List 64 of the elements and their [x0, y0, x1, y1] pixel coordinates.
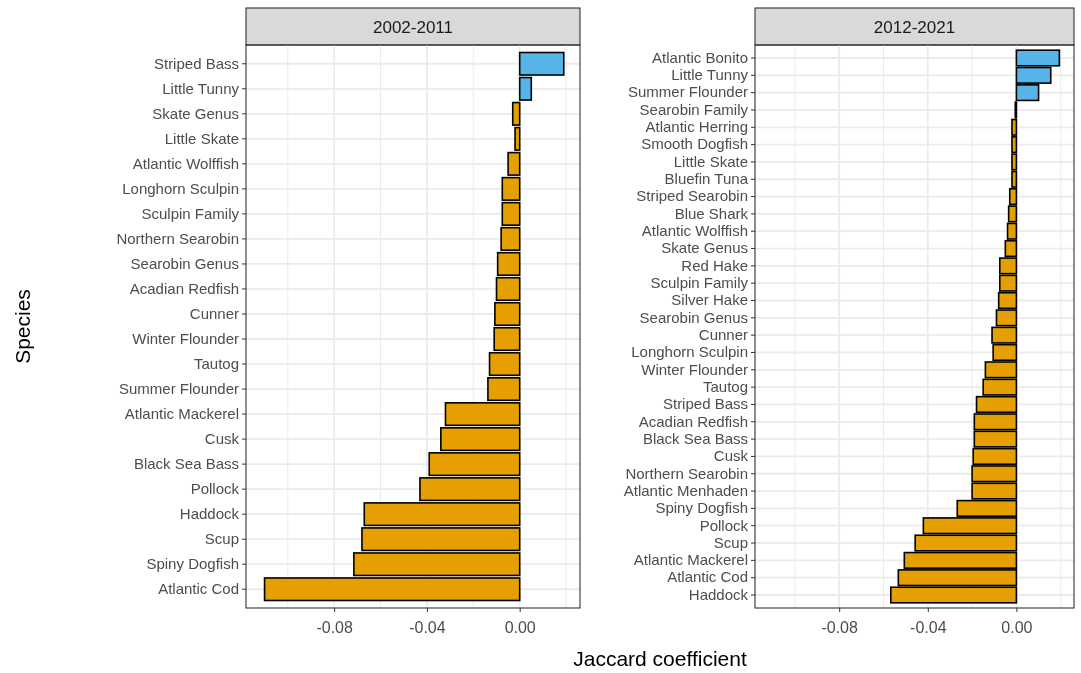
y-tick-label: Striped Bass — [153, 54, 239, 72]
y-tick-label: Atlantic Wolffish — [132, 154, 239, 172]
y-tick-label: Summer Flounder — [627, 83, 748, 101]
y-tick-label: Acadian Redfish — [638, 412, 748, 430]
y-tick-label: Skate Genus — [152, 104, 239, 122]
y-tick-label: Little Tunny — [162, 79, 240, 97]
chart-title: 2002-2011 — [372, 17, 454, 37]
y-tick-label: Little Tunny — [671, 66, 749, 84]
y-tick-label: Blue Shark — [674, 204, 749, 222]
y-tick-label: Silver Hake — [671, 291, 748, 309]
y-tick-label: Atlantic Menhaden — [623, 481, 748, 499]
x-axis-title: Jaccard coefficient — [573, 647, 747, 670]
y-tick-label: Longhorn Sculpin — [122, 179, 239, 197]
y-tick-label: Searobin Genus — [130, 254, 239, 272]
y-tick-label: Atlantic Wolffish — [641, 222, 748, 240]
y-tick-label: Winter Flounder — [641, 360, 748, 378]
y-tick-label: Striped Bass — [662, 395, 748, 413]
y-tick-label: Atlantic Cod — [667, 568, 748, 586]
x-tick-label: 0.00 — [1001, 618, 1033, 636]
y-tick-label: Spiny Dogfish — [146, 555, 239, 573]
y-tick-label: Atlantic Mackerel — [633, 551, 748, 569]
y-tick-label: Longhorn Sculpin — [631, 343, 748, 361]
chart-title: 2012-2021 — [873, 17, 956, 37]
y-tick-label: Atlantic Mackerel — [124, 404, 239, 422]
y-tick-label: Acadian Redfish — [129, 279, 239, 297]
y-tick-label: Little Skate — [164, 129, 239, 147]
y-tick-label: Haddock — [179, 504, 240, 522]
y-tick-label: Northern Searobin — [625, 464, 748, 482]
y-tick-label: Pollock — [190, 479, 240, 497]
y-axis-title: Species — [11, 289, 34, 364]
y-tick-label: Searobin Genus — [639, 308, 748, 326]
y-tick-label: Black Sea Bass — [133, 454, 239, 472]
y-tick-label: Spiny Dogfish — [655, 499, 748, 517]
x-tick-label: -0.08 — [316, 618, 353, 636]
y-tick-label: Atlantic Cod — [158, 580, 239, 598]
y-tick-label: Cunner — [189, 304, 239, 322]
y-tick-label: Winter Flounder — [132, 329, 239, 347]
y-tick-label: Little Skate — [673, 152, 748, 170]
y-tick-label: Summer Flounder — [118, 379, 239, 397]
x-tick-label: -0.04 — [910, 618, 947, 636]
y-tick-label: Smooth Dogfish — [641, 135, 748, 153]
y-tick-label: Black Sea Bass — [642, 429, 748, 447]
y-tick-label: Skate Genus — [661, 239, 748, 257]
y-tick-label: Atlantic Bonito — [652, 48, 748, 66]
y-tick-label: Pollock — [699, 516, 749, 534]
x-tick-label: -0.04 — [409, 618, 446, 636]
y-tick-label: Haddock — [688, 585, 749, 603]
y-tick-label: Searobin Family — [639, 100, 749, 118]
x-tick-label: -0.08 — [821, 618, 859, 636]
y-tick-label: Tautog — [702, 377, 748, 395]
y-tick-label: Cusk — [713, 447, 749, 465]
y-tick-label: Bluefin Tuna — [664, 170, 749, 188]
y-tick-label: Sculpin Family — [650, 273, 749, 291]
y-tick-label: Scup — [204, 529, 239, 547]
y-tick-label: Striped Searobin — [636, 187, 748, 205]
y-tick-label: Tautog — [193, 354, 239, 372]
y-tick-label: Northern Searobin — [116, 229, 239, 247]
y-tick-label: Atlantic Herring — [645, 118, 748, 136]
y-tick-label: Scup — [713, 533, 748, 551]
y-tick-label: Cunner — [698, 325, 748, 343]
y-tick-label: Cusk — [204, 429, 240, 447]
x-tick-label: 0.00 — [504, 618, 536, 636]
y-tick-label: Sculpin Family — [141, 204, 240, 222]
y-tick-label: Red Hake — [681, 256, 748, 274]
